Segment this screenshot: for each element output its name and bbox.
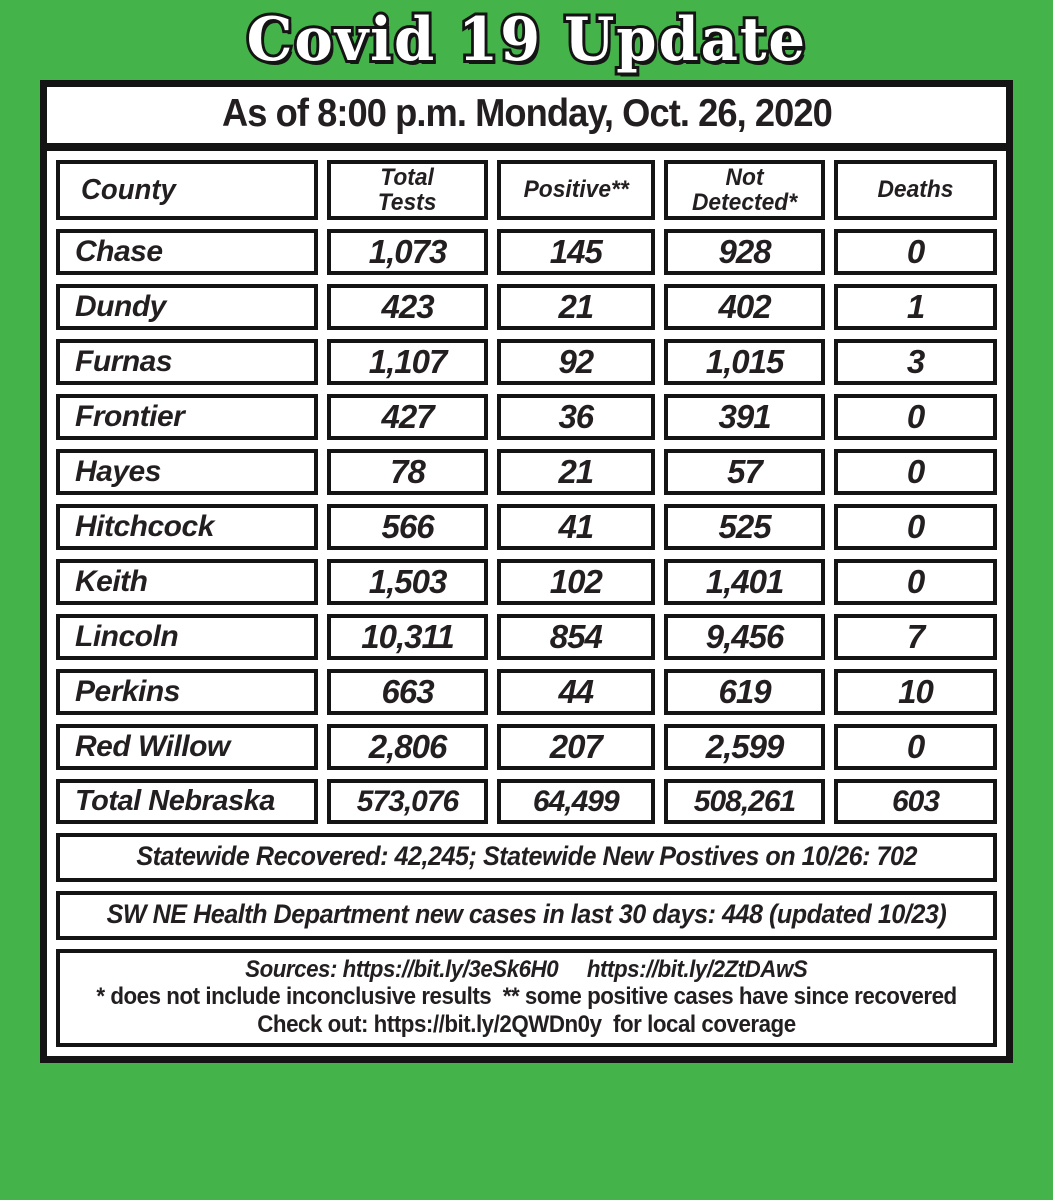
deaths-cell: 10 [834, 669, 997, 715]
total-tests-cell: 663 [327, 669, 488, 715]
deaths-cell: 0 [834, 394, 997, 440]
total-tests-cell: 427 [327, 394, 488, 440]
county-cell: Chase [56, 229, 319, 275]
positive-cell: 207 [496, 724, 655, 770]
deaths-cell: 0 [834, 504, 997, 550]
total-tests-cell: 78 [327, 449, 488, 495]
deaths-cell: 0 [834, 449, 997, 495]
positive-cell: 44 [496, 669, 655, 715]
not-detected-cell: 402 [663, 284, 826, 330]
sources-line: Sources: https://bit.ly/3eSk6H0 https://… [245, 956, 808, 983]
column-header-total-tests: Total Tests [327, 160, 488, 220]
date-header-text: As of 8:00 p.m. Monday, Oct. 26, 2020 [221, 92, 833, 135]
county-cell: Perkins [56, 669, 319, 715]
positive-cell: 854 [496, 614, 655, 660]
not-detected-cell: 1,015 [663, 339, 826, 385]
county-cell: Hayes [56, 449, 319, 495]
column-header-county: County [56, 160, 319, 220]
row-hitchcock: Hitchcock 566 41 525 0 [56, 504, 997, 550]
positive-cell: 21 [496, 284, 655, 330]
not-detected-cell: 525 [663, 504, 826, 550]
not-detected-cell: 619 [663, 669, 826, 715]
positive-cell: 21 [496, 449, 655, 495]
not-detected-cell: 391 [663, 394, 826, 440]
row-furnas: Furnas 1,107 92 1,015 3 [56, 339, 997, 385]
county-cell: Lincoln [56, 614, 319, 660]
county-cell: Red Willow [56, 724, 319, 770]
deaths-cell: 603 [834, 779, 997, 824]
deaths-cell: 3 [834, 339, 997, 385]
not-detected-cell: 1,401 [663, 559, 826, 605]
row-chase: Chase 1,073 145 928 0 [56, 229, 997, 275]
row-keith: Keith 1,503 102 1,401 0 [56, 559, 997, 605]
county-cell: Dundy [56, 284, 319, 330]
swne-note-text: SW NE Health Department new cases in las… [106, 899, 947, 929]
footnotes-line: * does not include inconclusive results … [96, 983, 957, 1011]
not-detected-cell: 928 [663, 229, 826, 275]
total-tests-cell: 10,311 [327, 614, 488, 660]
total-tests-cell: 573,076 [327, 779, 488, 824]
column-header-not-detected: Not Detected* [663, 160, 826, 220]
column-header-deaths: Deaths [834, 160, 997, 220]
total-tests-cell: 566 [327, 504, 488, 550]
deaths-cell: 0 [834, 559, 997, 605]
covid-update-table: As of 8:00 p.m. Monday, Oct. 26, 2020 Co… [40, 80, 1013, 1064]
positive-cell: 145 [496, 229, 655, 275]
deaths-cell: 0 [834, 229, 997, 275]
row-lincoln: Lincoln 10,311 854 9,456 7 [56, 614, 997, 660]
row-total-nebraska: Total Nebraska 573,076 64,499 508,261 60… [56, 779, 997, 824]
not-detected-cell: 57 [663, 449, 826, 495]
county-cell: Frontier [56, 394, 319, 440]
positive-cell: 64,499 [496, 779, 655, 824]
header-row: County Total Tests Positive** Not Detected… [56, 160, 997, 220]
county-stats-table: County Total Tests Positive** Not Detected… [47, 151, 1006, 833]
checkout-line: Check out: https://bit.ly/2QWDn0y for lo… [257, 1010, 796, 1038]
total-tests-cell: 423 [327, 284, 488, 330]
date-header: As of 8:00 p.m. Monday, Oct. 26, 2020 [47, 87, 1006, 151]
title-bar: Covid 19 Update [0, 0, 1053, 80]
county-cell: Total Nebraska [56, 779, 319, 824]
swne-note: SW NE Health Department new cases in las… [56, 891, 997, 940]
row-dundy: Dundy 423 21 402 1 [56, 284, 997, 330]
not-detected-cell: 508,261 [663, 779, 826, 824]
positive-cell: 102 [496, 559, 655, 605]
column-header-positive: Positive** [496, 160, 655, 220]
county-cell: Furnas [56, 339, 319, 385]
county-cell: Keith [56, 559, 319, 605]
total-tests-cell: 2,806 [327, 724, 488, 770]
page-title: Covid 19 Update [243, 2, 807, 78]
deaths-cell: 0 [834, 724, 997, 770]
total-tests-cell: 1,503 [327, 559, 488, 605]
row-hayes: Hayes 78 21 57 0 [56, 449, 997, 495]
deaths-cell: 1 [834, 284, 997, 330]
total-tests-cell: 1,073 [327, 229, 488, 275]
sources-box: Sources: https://bit.ly/3eSk6H0 https://… [56, 949, 997, 1048]
total-tests-cell: 1,107 [327, 339, 488, 385]
not-detected-cell: 9,456 [663, 614, 826, 660]
row-red-willow: Red Willow 2,806 207 2,599 0 [56, 724, 997, 770]
positive-cell: 36 [496, 394, 655, 440]
row-perkins: Perkins 663 44 619 10 [56, 669, 997, 715]
positive-cell: 41 [496, 504, 655, 550]
deaths-cell: 7 [834, 614, 997, 660]
county-cell: Hitchcock [56, 504, 319, 550]
row-frontier: Frontier 427 36 391 0 [56, 394, 997, 440]
statewide-note: Statewide Recovered: 42,245; Statewide N… [56, 833, 997, 882]
positive-cell: 92 [496, 339, 655, 385]
not-detected-cell: 2,599 [663, 724, 826, 770]
statewide-note-text: Statewide Recovered: 42,245; Statewide N… [136, 841, 917, 871]
